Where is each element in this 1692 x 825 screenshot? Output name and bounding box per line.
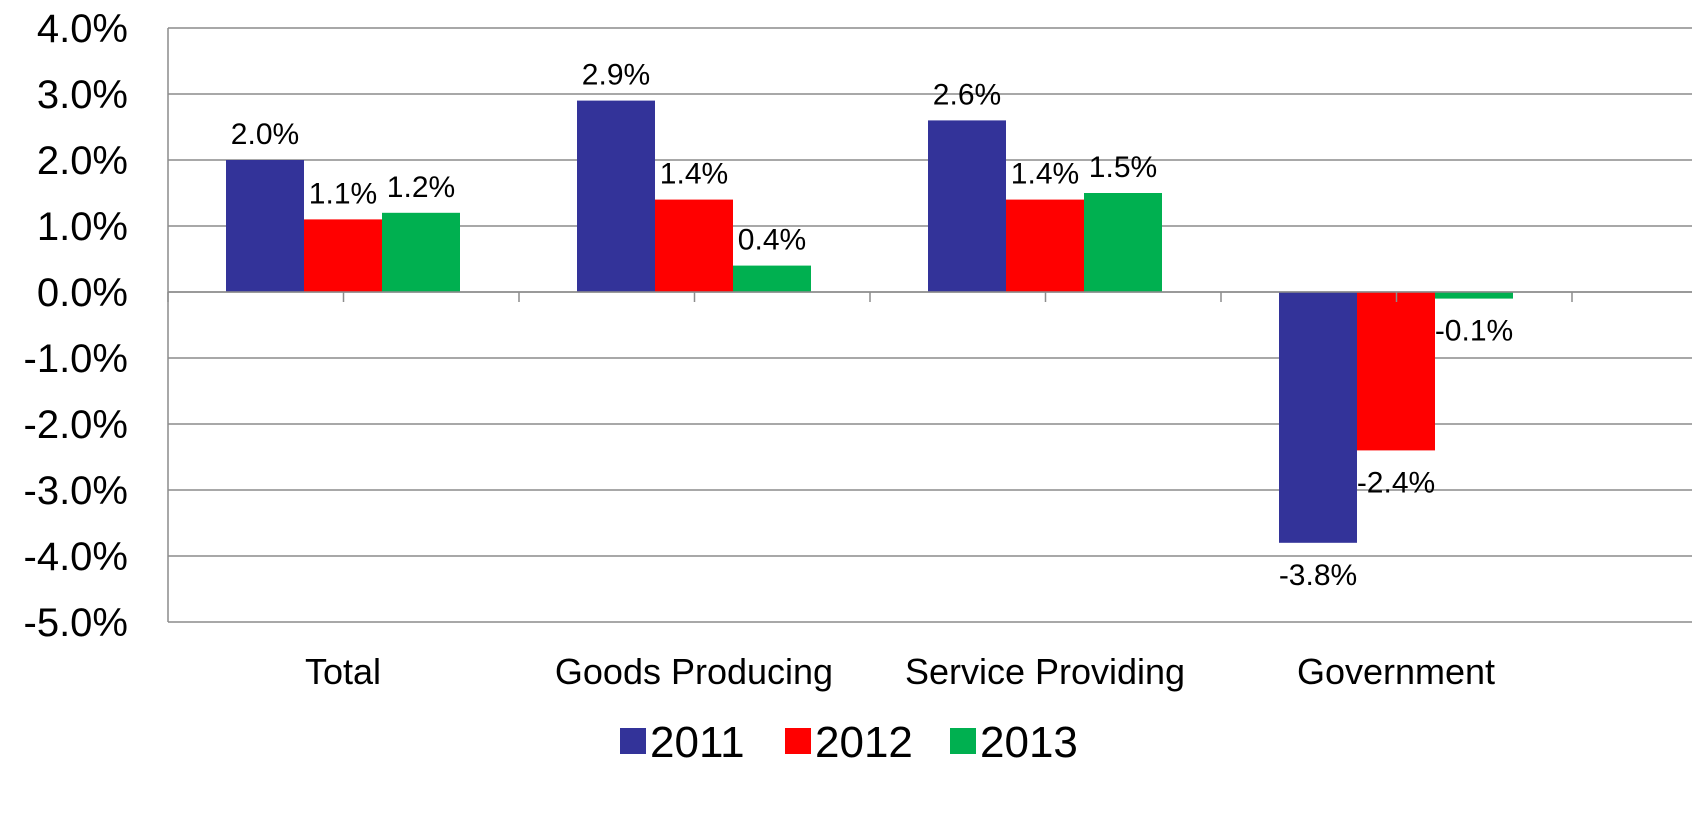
bar-2013-government (1435, 292, 1513, 299)
data-label: 1.4% (1011, 158, 1079, 191)
data-label: -2.4% (1357, 466, 1435, 499)
legend-label-2011: 2011 (650, 718, 745, 767)
bars (226, 100, 1513, 543)
y-axis-tick-labels: 4.0% 3.0% 2.0% 1.0% 0.0% -1.0% -2.0% -3.0% -4.0%… (24, 7, 129, 645)
y-tick-label: 4.0% (37, 7, 128, 51)
bar-2011-government (1279, 292, 1357, 543)
legend: 2011 2012 2013 (620, 718, 1078, 767)
y-tick-label: 1.0% (37, 205, 128, 249)
legend-label-2013: 2013 (980, 718, 1078, 767)
category-label: Government (1297, 651, 1495, 692)
bar-2011-service-providing (928, 120, 1006, 293)
x-axis-category-labels: Total Goods Producing Service Providing Gov… (305, 651, 1495, 692)
bar-2012-government (1357, 292, 1435, 451)
y-tick-label: -1.0% (24, 337, 129, 381)
legend-swatch-2013 (950, 728, 976, 754)
data-label: -0.1% (1435, 315, 1513, 348)
data-label: 1.4% (660, 158, 728, 191)
legend-swatch-2012 (785, 728, 811, 754)
data-label: 2.9% (582, 59, 650, 92)
category-label: Total (305, 651, 381, 692)
bar-2013-service-providing (1084, 193, 1162, 292)
category-label: Service Providing (905, 651, 1185, 692)
data-label: 2.0% (231, 118, 299, 151)
y-tick-label: 2.0% (37, 139, 128, 183)
bar-2011-goods-producing (577, 100, 655, 292)
data-label: 0.4% (738, 224, 806, 257)
legend-swatch-2011 (620, 728, 646, 754)
y-tick-label: -3.0% (24, 469, 129, 513)
y-tick-label: -5.0% (24, 601, 129, 645)
category-label: Goods Producing (555, 651, 833, 692)
data-labels: 2.0% 1.1% 1.2% 2.9% 1.4% 0.4% 2.6% 1.4% 1.5% -3.8… (231, 59, 1513, 592)
y-tick-label: -4.0% (24, 535, 129, 579)
axes (167, 28, 1692, 622)
bar-2013-goods-producing (733, 265, 811, 292)
y-tick-label: 0.0% (37, 271, 128, 315)
bar-2012-total (304, 219, 382, 292)
data-label: 1.5% (1089, 151, 1157, 184)
data-label: 1.2% (387, 171, 455, 204)
bar-2012-goods-producing (655, 199, 733, 292)
data-label: 2.6% (933, 78, 1001, 111)
data-label: 1.1% (309, 177, 377, 210)
bar-2013-total (382, 212, 460, 292)
bar-2011-total (226, 160, 304, 292)
bar-2012-service-providing (1006, 199, 1084, 292)
y-tick-label: 3.0% (37, 73, 128, 117)
legend-label-2012: 2012 (815, 718, 913, 767)
data-label: -3.8% (1279, 559, 1357, 592)
y-tick-label: -2.0% (24, 403, 129, 447)
